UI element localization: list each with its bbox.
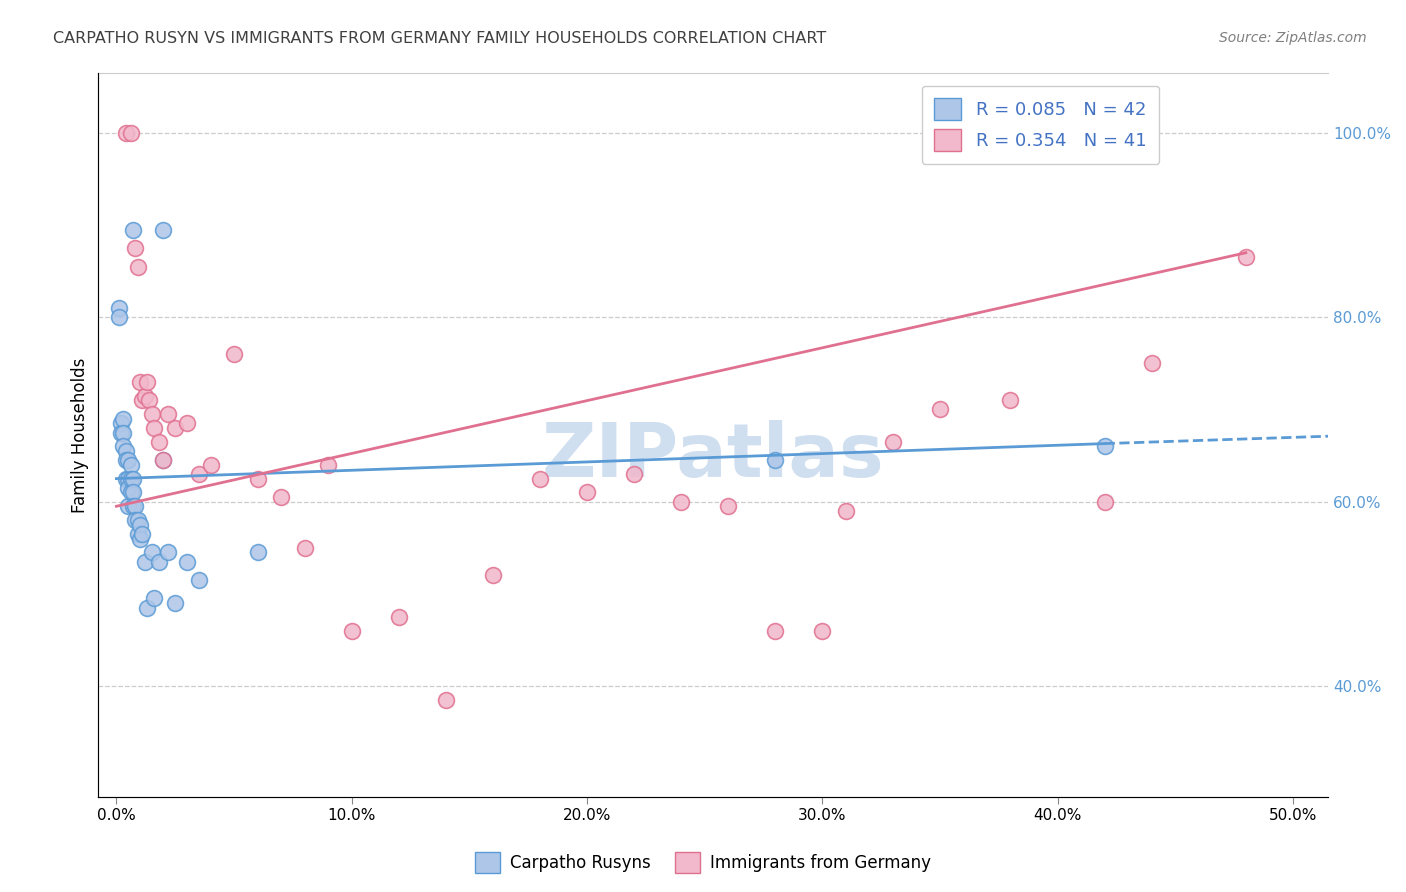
Point [763, 624, 786, 638]
Point [148, 555, 170, 569]
Point [131, 393, 153, 408]
Point [928, 402, 950, 417]
Point [127, 527, 149, 541]
Point [152, 453, 174, 467]
Point [835, 504, 858, 518]
Point [165, 421, 187, 435]
Point [717, 500, 740, 514]
Point [134, 555, 156, 569]
Point [117, 453, 139, 467]
Point [1094, 494, 1116, 508]
Point [120, 485, 142, 500]
Point [176, 417, 198, 431]
Point [127, 260, 149, 274]
Text: Source: ZipAtlas.com: Source: ZipAtlas.com [1219, 31, 1367, 45]
Point [120, 126, 142, 140]
Y-axis label: Family Households: Family Households [72, 357, 89, 513]
Point [669, 494, 692, 508]
Point [129, 517, 152, 532]
Point [482, 568, 505, 582]
Legend: Carpatho Rusyns, Immigrants from Germany: Carpatho Rusyns, Immigrants from Germany [468, 846, 938, 880]
Point [882, 434, 904, 449]
Point [114, 444, 136, 458]
Point [157, 545, 180, 559]
Point [270, 490, 292, 504]
Point [112, 439, 135, 453]
Point [124, 513, 146, 527]
Point [121, 485, 143, 500]
Point [134, 389, 156, 403]
Point [141, 545, 163, 559]
Point [187, 467, 209, 481]
Point [124, 500, 146, 514]
Point [110, 425, 132, 440]
Point [141, 407, 163, 421]
Point [117, 472, 139, 486]
Point [1234, 251, 1257, 265]
Point [246, 545, 269, 559]
Point [340, 624, 363, 638]
Point [152, 223, 174, 237]
Point [157, 407, 180, 421]
Point [222, 347, 245, 361]
Point [129, 375, 152, 389]
Point [120, 472, 142, 486]
Point [143, 591, 166, 606]
Point [136, 375, 159, 389]
Point [148, 434, 170, 449]
Legend: R = 0.085   N = 42, R = 0.354   N = 41: R = 0.085 N = 42, R = 0.354 N = 41 [922, 86, 1159, 164]
Point [187, 573, 209, 587]
Point [136, 600, 159, 615]
Point [294, 541, 316, 555]
Point [121, 223, 143, 237]
Point [1000, 393, 1022, 408]
Point [388, 610, 411, 624]
Point [112, 425, 135, 440]
Point [117, 481, 139, 495]
Point [114, 472, 136, 486]
Point [124, 241, 146, 255]
Text: ZIPatlas: ZIPatlas [541, 420, 884, 493]
Point [121, 472, 143, 486]
Point [575, 485, 598, 500]
Point [1140, 356, 1163, 370]
Point [107, 301, 129, 315]
Point [143, 421, 166, 435]
Point [763, 453, 786, 467]
Point [117, 500, 139, 514]
Point [176, 555, 198, 569]
Point [121, 500, 143, 514]
Point [131, 527, 153, 541]
Point [316, 458, 339, 472]
Point [129, 532, 152, 546]
Point [434, 693, 457, 707]
Point [623, 467, 645, 481]
Point [107, 310, 129, 325]
Point [112, 411, 135, 425]
Point [811, 624, 834, 638]
Point [120, 458, 142, 472]
Point [165, 596, 187, 610]
Point [246, 472, 269, 486]
Point [200, 458, 222, 472]
Point [127, 513, 149, 527]
Point [152, 453, 174, 467]
Point [529, 472, 551, 486]
Text: CARPATHO RUSYN VS IMMIGRANTS FROM GERMANY FAMILY HOUSEHOLDS CORRELATION CHART: CARPATHO RUSYN VS IMMIGRANTS FROM GERMAN… [53, 31, 827, 46]
Point [138, 393, 160, 408]
Point [1094, 439, 1116, 453]
Point [114, 453, 136, 467]
Point [114, 126, 136, 140]
Point [110, 417, 132, 431]
